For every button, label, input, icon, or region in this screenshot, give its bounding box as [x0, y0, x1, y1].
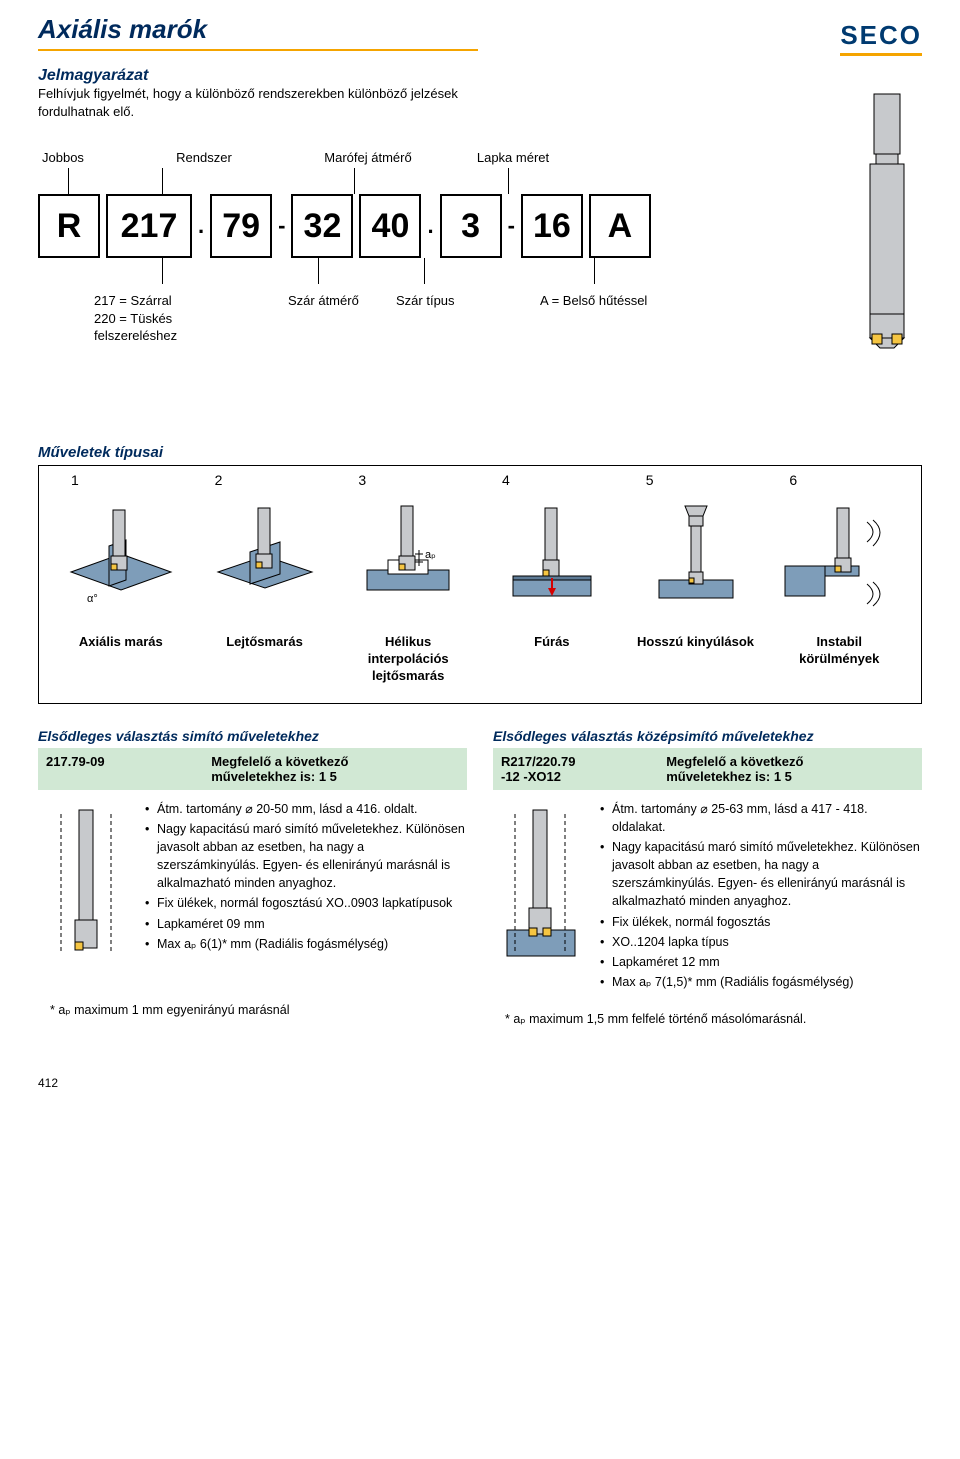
ops-label: Lejtősmarás: [193, 634, 337, 685]
info-line: 217 = Szárral: [94, 292, 177, 310]
label-rendszer: Rendszer: [120, 150, 288, 165]
footnote: * aₚ maximum 1 mm egyenirányú marásnál: [38, 1002, 467, 1017]
code-box: 32: [291, 194, 353, 258]
logo-underline: [840, 53, 922, 56]
ops-number: 4: [480, 472, 624, 488]
code-sep: .: [427, 213, 433, 239]
choice-title: Elsődleges választás középsimító művelet…: [493, 728, 922, 744]
bullet: Átm. tartomány ⌀ 20-50 mm, lásd a 416. o…: [145, 800, 467, 818]
ops-label: Axiális marás: [49, 634, 193, 685]
ops-icon-drilling: [480, 492, 624, 612]
svg-text:α°: α°: [87, 593, 98, 605]
page-number: 412: [38, 1076, 922, 1090]
logo-text: SECO: [840, 20, 922, 51]
code-box: 40: [359, 194, 421, 258]
ops-icon-helical: aₚ: [336, 492, 480, 612]
tick: [594, 258, 595, 284]
tick: [162, 258, 163, 284]
code-decoder: Jobbos Rendszer Marófej átmérő Lapka mér…: [38, 150, 922, 420]
ops-label: Instabil körülmények: [767, 634, 911, 685]
ops-heading: Műveletek típusai: [38, 444, 922, 461]
tool-figure: [493, 800, 588, 993]
code-box: A: [589, 194, 651, 258]
legend-text: Felhívjuk figyelmét, hogy a különböző re…: [38, 85, 478, 120]
choice-col-right: Elsődleges választás középsimító művelet…: [493, 728, 922, 1026]
info-line: Szár átmérő: [288, 292, 359, 310]
choice-col-left: Elsődleges választás simító műveletekhez…: [38, 728, 467, 1026]
tick: [68, 168, 69, 194]
strip-line: Megfelelő a következő: [666, 754, 914, 769]
ops-number: 6: [767, 472, 911, 488]
ops-labels-row: Axiális marás Lejtősmarás Hélikus interp…: [49, 634, 911, 685]
tick: [318, 258, 319, 284]
ops-label: Hélikus interpolációs lejtősmarás: [336, 634, 480, 685]
info-line: Szár típus: [396, 292, 455, 310]
label-marofej: Marófej átmérő: [288, 150, 448, 165]
code-box: 3: [440, 194, 502, 258]
strip-line: Megfelelő a következő: [211, 754, 459, 769]
footnote: * aₚ maximum 1,5 mm felfelé történő máso…: [493, 1011, 922, 1026]
code-box: 16: [521, 194, 583, 258]
info-line: 220 = Tüskés: [94, 310, 177, 328]
choice-strip: 217.79-09 Megfelelő a következő művelete…: [38, 748, 467, 790]
strip-code: -12 -XO12: [501, 769, 666, 784]
info-line: A = Belső hűtéssel: [540, 292, 647, 310]
ops-number: 3: [336, 472, 480, 488]
bullet: Nagy kapacitású maró simító műveletekhez…: [145, 820, 467, 893]
legend-heading: Jelmagyarázat: [38, 67, 478, 85]
bullet: Lapkaméret 12 mm: [600, 953, 922, 971]
ops-icon-ramp: [193, 492, 337, 612]
end-mill-illustration: [852, 90, 922, 350]
bullet: Fix ülékek, normál fogosztású XO..0903 l…: [145, 894, 467, 912]
code-sep: -: [508, 213, 515, 239]
bullet: Fix ülékek, normál fogosztás: [600, 913, 922, 931]
bullet: Max aₚ 7(1,5)* mm (Radiális fogásmélység…: [600, 973, 922, 991]
title-rule: [38, 49, 478, 51]
code-sep: -: [278, 213, 285, 239]
ops-label: Fúrás: [480, 634, 624, 685]
code-box: 217: [106, 194, 192, 258]
choice-strip: R217/220.79 -12 -XO12 Megfelelő a követk…: [493, 748, 922, 790]
choice-title: Elsődleges választás simító műveletekhez: [38, 728, 467, 744]
ops-icon-overhang: [624, 492, 768, 612]
ops-numbers-row: 1 2 3 4 5 6: [49, 472, 911, 488]
ops-number: 5: [624, 472, 768, 488]
bullets: Átm. tartomány ⌀ 20-50 mm, lásd a 416. o…: [145, 800, 467, 984]
code-sep: .: [198, 213, 204, 239]
label-lapka: Lapka méret: [448, 150, 578, 165]
tick: [424, 258, 425, 284]
info-line: felszereléshez: [94, 327, 177, 345]
code-box: R: [38, 194, 100, 258]
page-title: Axiális marók: [38, 14, 478, 45]
ops-icon-axial: α°: [49, 492, 193, 612]
tick: [162, 168, 163, 194]
bullet: Nagy kapacitású maró simító műveletekhez…: [600, 838, 922, 911]
ops-number: 1: [49, 472, 193, 488]
bullet: Lapkaméret 09 mm: [145, 915, 467, 933]
bullet: XO..1204 lapka típus: [600, 933, 922, 951]
label-jobbos: Jobbos: [42, 150, 120, 165]
bullet: Átm. tartomány ⌀ 25-63 mm, lásd a 417 - …: [600, 800, 922, 836]
code-box: 79: [210, 194, 272, 258]
bullets: Átm. tartomány ⌀ 25-63 mm, lásd a 417 - …: [600, 800, 922, 993]
code-boxes-row: R 217 . 79 - 32 40 . 3 - 16 A: [38, 194, 651, 258]
ops-number: 2: [193, 472, 337, 488]
svg-text:aₚ: aₚ: [425, 549, 436, 561]
strip-line: műveletekhez is: 1 5: [211, 769, 459, 784]
primary-choice-columns: Elsődleges választás simító műveletekhez…: [38, 728, 922, 1026]
strip-code: R217/220.79: [501, 754, 666, 769]
strip-code: 217.79-09: [46, 754, 211, 784]
brand-logo: SECO: [840, 14, 922, 56]
strip-line: műveletekhez is: 1 5: [666, 769, 914, 784]
operation-types-box: 1 2 3 4 5 6 α°: [38, 465, 922, 704]
tick: [508, 168, 509, 194]
ops-icon-unstable: [767, 492, 911, 612]
header: Axiális marók Jelmagyarázat Felhívjuk fi…: [38, 14, 922, 150]
bullet: Max aₚ 6(1)* mm (Radiális fogásmélység): [145, 935, 467, 953]
tick: [354, 168, 355, 194]
tool-figure: [38, 800, 133, 984]
ops-label: Hosszú kinyúlások: [624, 634, 768, 685]
